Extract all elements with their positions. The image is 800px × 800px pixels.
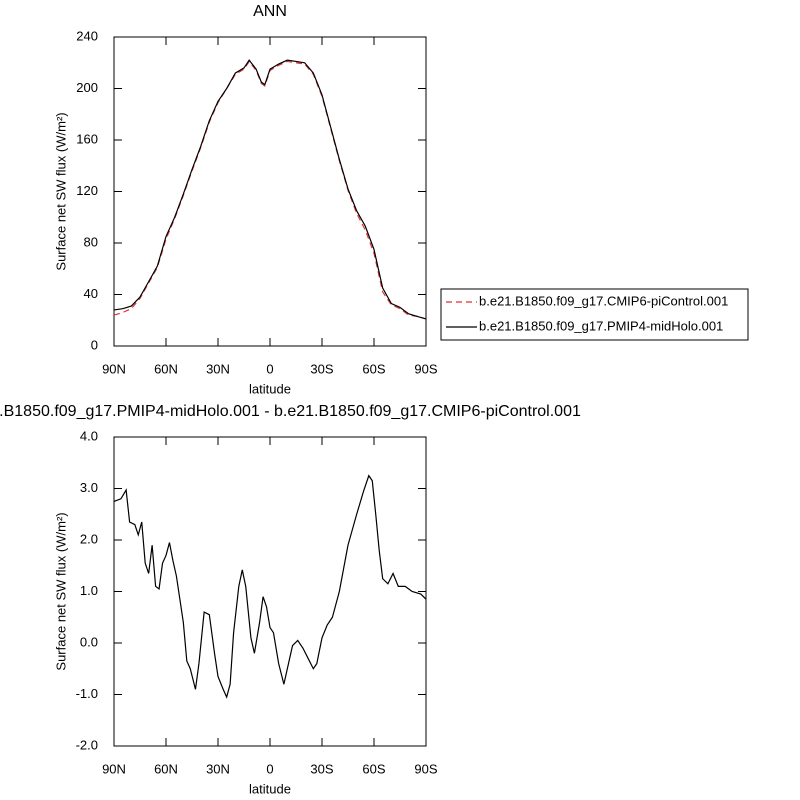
y-tick-label: -2.0: [76, 737, 98, 752]
y-tick-label: 0.0: [80, 634, 98, 649]
x-tick-label: 90S: [414, 361, 437, 376]
data-line: [113, 59, 427, 320]
y-axis-label: Surface net SW flux (W/m²): [53, 112, 68, 270]
x-tick-label: 0: [266, 361, 273, 376]
x-tick-label: 90S: [414, 761, 437, 776]
data-line: [113, 474, 427, 699]
x-tick-label: 60N: [154, 361, 178, 376]
x-tick-label: 30S: [310, 361, 333, 376]
x-tick-label: 30N: [206, 761, 230, 776]
x-tick-label: 60N: [154, 761, 178, 776]
y-tick-label: 160: [76, 131, 98, 146]
x-axis-label: latitude: [249, 381, 291, 396]
x-tick-label: 90N: [102, 361, 126, 376]
y-tick-label: 120: [76, 183, 98, 198]
y-tick-label: 80: [84, 234, 98, 249]
y-tick-label: 0: [91, 337, 98, 352]
y-tick-label: 40: [84, 286, 98, 301]
y-tick-label: 240: [76, 28, 98, 43]
x-tick-label: 90N: [102, 761, 126, 776]
x-tick-label: 60S: [362, 361, 385, 376]
chart-title: b.e21.B1850.f09_g17.PMIP4-midHolo.001 - …: [0, 403, 581, 420]
y-tick-label: 2.0: [80, 531, 98, 546]
y-tick-label: 4.0: [80, 428, 98, 443]
x-axis-label: latitude: [249, 781, 291, 796]
y-tick-label: 200: [76, 80, 98, 95]
plot-frame: [113, 436, 427, 747]
x-tick-label: 30S: [310, 761, 333, 776]
data-line: [113, 60, 427, 320]
x-tick-label: 0: [266, 761, 273, 776]
x-tick-label: 60S: [362, 761, 385, 776]
legend-box: [440, 288, 749, 341]
plot-frame: [113, 36, 427, 347]
y-tick-label: 1.0: [80, 583, 98, 598]
y-tick-label: -1.0: [76, 686, 98, 701]
legend-label: b.e21.B1850.f09_g17.CMIP6-piControl.001: [479, 293, 728, 308]
legend-label: b.e21.B1850.f09_g17.PMIP4-midHolo.001: [479, 318, 723, 333]
x-tick-label: 30N: [206, 361, 230, 376]
y-tick-label: 3.0: [80, 480, 98, 495]
chart-title: ANN: [253, 3, 287, 20]
y-axis-label: Surface net SW flux (W/m²): [53, 512, 68, 670]
